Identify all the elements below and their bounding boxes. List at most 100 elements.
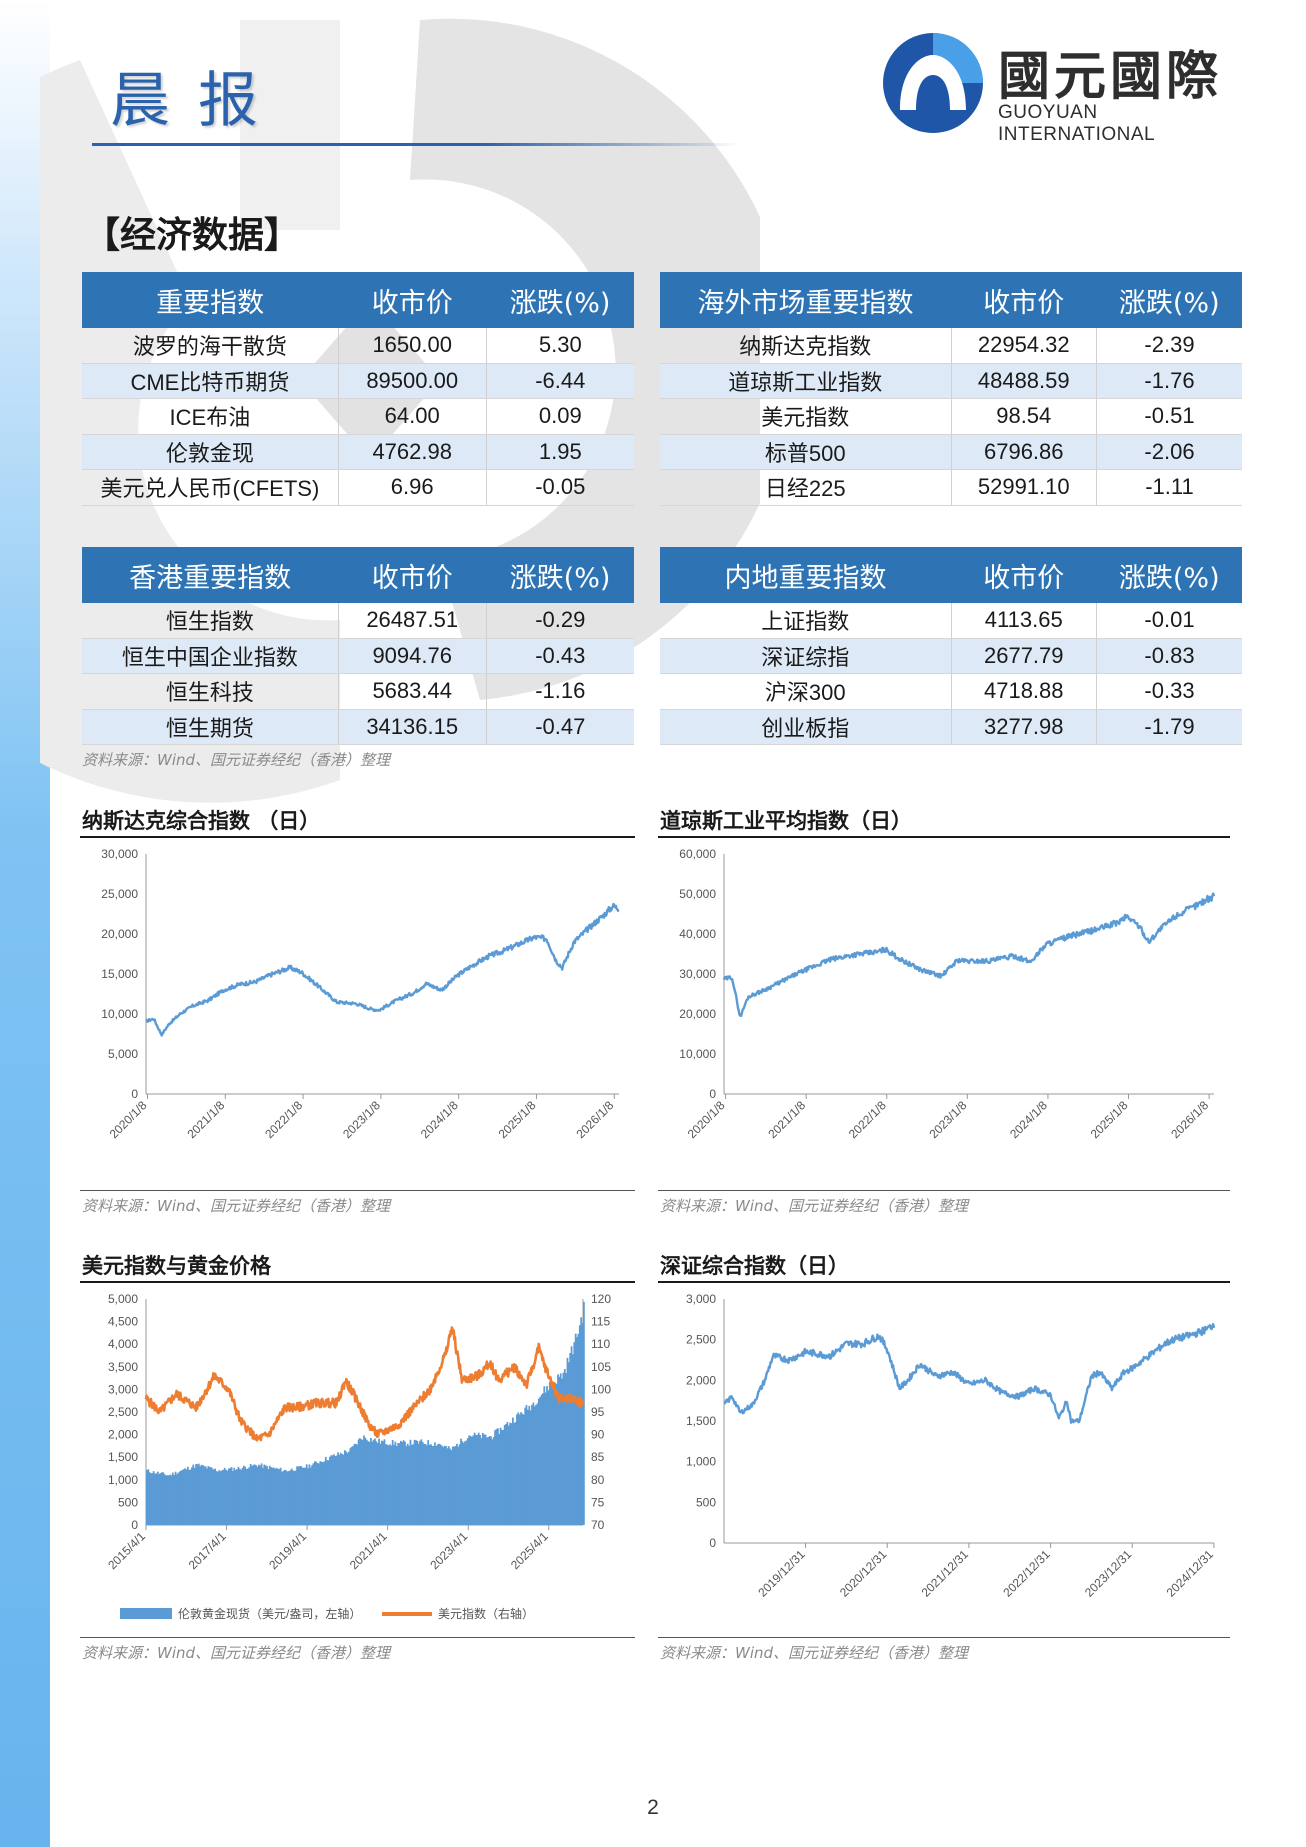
gold-bar — [281, 1471, 283, 1525]
y-tick-label: 2,000 — [686, 1373, 716, 1387]
y2-tick-label: 75 — [591, 1495, 605, 1509]
y-tick-label: 500 — [696, 1495, 716, 1509]
table-cell: 恒生指数 — [82, 603, 339, 639]
hk-index-table: 香港重要指数 收市价 涨跌(%) 恒生指数 26487.51 -0.29 恒生中国企业指数 9… — [82, 547, 634, 745]
gold-bar — [204, 1466, 207, 1525]
series-line — [723, 1323, 1216, 1424]
gold-bar — [248, 1467, 251, 1525]
y2-tick-label: 80 — [591, 1473, 605, 1487]
gold-bar — [420, 1439, 423, 1525]
gold-bar — [174, 1471, 177, 1525]
gold-bar — [166, 1475, 169, 1525]
gold-bar — [165, 1475, 167, 1525]
gold-bar — [245, 1469, 248, 1525]
gold-bar — [334, 1456, 337, 1525]
table-row: 深证综指 2677.79 -0.83 — [660, 638, 1242, 674]
gold-bar — [161, 1472, 163, 1525]
gold-bar — [441, 1445, 443, 1525]
gold-bar — [503, 1425, 506, 1525]
legend-label-gold: 伦敦黄金现货（美元/盎司，左轴） — [178, 1606, 361, 1621]
gold-bar — [476, 1435, 479, 1525]
gold-bar — [226, 1470, 229, 1525]
chart-title: 纳斯达克综合指数 （日） — [82, 809, 321, 833]
x-tick-label: 2022/1/8 — [262, 1098, 305, 1141]
dow-jones-chart: 0 10,000 20,000 30,000 40,000 50,000 60,000 202… — [679, 847, 1216, 1141]
gold-bar — [223, 1467, 226, 1525]
gold-bar — [394, 1441, 397, 1525]
gold-bar — [315, 1461, 318, 1525]
y-tick-label: 20,000 — [101, 927, 138, 941]
gold-bar — [262, 1467, 264, 1525]
table-cell: -0.83 — [1096, 638, 1242, 674]
gold-bar — [454, 1446, 457, 1525]
gold-bar — [244, 1466, 247, 1525]
table-cell: 波罗的海干散货 — [82, 328, 339, 364]
gold-bar — [199, 1466, 202, 1525]
y2-tick-label: 95 — [591, 1405, 605, 1419]
gold-bar — [539, 1396, 542, 1525]
gold-bar — [255, 1465, 258, 1525]
gold-bar — [513, 1423, 516, 1525]
gold-bar — [409, 1439, 412, 1525]
table-cell: -0.47 — [486, 709, 634, 745]
gold-bar — [466, 1438, 469, 1525]
table-row: 道琼斯工业指数 48488.59 -1.76 — [660, 363, 1242, 399]
y2-tick-label: 120 — [591, 1292, 611, 1306]
y2-tick-label: 85 — [591, 1450, 605, 1464]
gold-bar — [512, 1417, 514, 1525]
gold-bar — [274, 1468, 277, 1525]
gold-bar — [171, 1472, 174, 1525]
gold-bar — [286, 1471, 289, 1525]
gold-bar — [292, 1470, 294, 1525]
gold-bar — [572, 1354, 574, 1525]
table-row: CME比特币期货 89500.00 -6.44 — [82, 363, 634, 399]
table-cell: 6.96 — [338, 469, 487, 506]
gold-bar — [445, 1446, 447, 1525]
y-tick-label: 1,500 — [108, 1450, 138, 1464]
gold-bar — [184, 1468, 186, 1525]
gold-bar — [214, 1468, 217, 1525]
gold-bar — [427, 1440, 430, 1525]
y-tick-label: 60,000 — [679, 847, 716, 861]
gold-bar — [480, 1438, 483, 1525]
x-tick-label: 2021/1/8 — [184, 1098, 227, 1141]
gold-bar — [148, 1472, 151, 1525]
gold-bar — [419, 1440, 421, 1525]
table-row: 标普500 6796.86 -2.06 — [660, 434, 1242, 470]
gold-bar — [527, 1409, 529, 1525]
y-tick-label: 3,500 — [108, 1360, 138, 1374]
gold-bar — [360, 1439, 363, 1525]
table-row: 沪深300 4718.88 -0.33 — [660, 673, 1242, 710]
y2-tick-label: 105 — [591, 1360, 611, 1374]
gold-bar — [285, 1470, 288, 1525]
gold-bar — [221, 1470, 223, 1525]
gold-bar — [249, 1463, 252, 1525]
gold-bar — [540, 1394, 543, 1525]
series-line — [722, 892, 1216, 1018]
gold-bar — [326, 1460, 329, 1525]
gold-bar — [307, 1468, 309, 1525]
gold-bar — [322, 1462, 324, 1525]
gold-bar — [329, 1456, 331, 1525]
gold-bar — [583, 1301, 585, 1525]
gold-bar — [344, 1450, 346, 1525]
gold-bar — [566, 1357, 569, 1525]
gold-bar — [426, 1445, 428, 1525]
gold-bar — [193, 1467, 196, 1525]
gold-bar — [211, 1468, 214, 1525]
gold-bar — [309, 1467, 312, 1525]
gold-bar — [170, 1475, 173, 1525]
gold-bar — [260, 1463, 263, 1525]
gold-bar — [568, 1362, 570, 1525]
gold-bar — [279, 1467, 282, 1525]
table-cell: 22954.32 — [951, 328, 1097, 364]
gold-bar — [372, 1439, 375, 1525]
gold-bar — [342, 1454, 345, 1525]
gold-bar — [497, 1428, 499, 1525]
gold-bar — [559, 1373, 562, 1525]
gold-bar — [402, 1440, 405, 1525]
gold-bar — [151, 1473, 154, 1525]
table-row: 纳斯达克指数 22954.32 -2.39 — [660, 328, 1242, 364]
gold-bar — [481, 1432, 484, 1525]
table-cell: 伦敦金现 — [82, 434, 339, 470]
